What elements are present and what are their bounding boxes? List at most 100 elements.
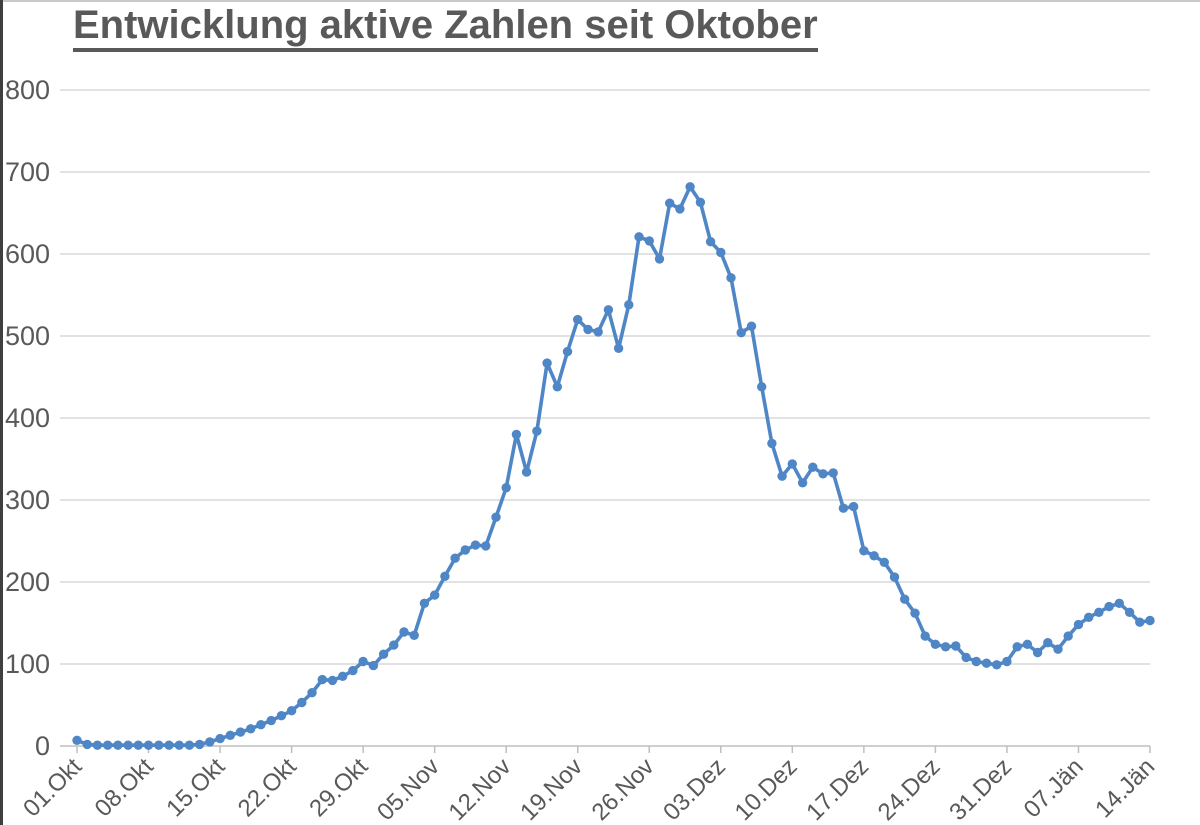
data-point-marker: [981, 658, 992, 668]
data-point-marker: [103, 740, 113, 750]
y-axis-label: 0: [35, 731, 50, 761]
data-point-marker: [297, 697, 307, 708]
data-point-marker: [82, 739, 92, 750]
data-point-marker: [532, 426, 542, 436]
data-point-marker: [879, 557, 889, 567]
data-point-marker: [276, 711, 287, 721]
data-point-marker: [348, 665, 358, 676]
y-axis-label: 700: [5, 157, 50, 187]
x-axis-label: 19.Nov: [515, 753, 588, 825]
data-point-marker: [266, 715, 276, 726]
data-point-marker: [1124, 607, 1135, 617]
data-point-marker: [133, 740, 143, 750]
data-point-marker: [419, 598, 430, 608]
data-point-marker: [787, 459, 797, 469]
data-point-marker: [1043, 638, 1053, 648]
data-point-marker: [777, 471, 787, 481]
data-point-marker: [246, 724, 256, 734]
data-point-marker: [123, 740, 133, 750]
data-point-marker: [1073, 619, 1084, 630]
y-axis-label: 500: [5, 321, 50, 351]
x-axis-label: 03.Dez: [658, 753, 731, 825]
data-point-marker: [481, 541, 491, 551]
data-point-marker: [910, 608, 920, 618]
data-point-marker: [440, 571, 450, 581]
x-axis-label: 10.Dez: [730, 753, 803, 825]
data-point-marker: [184, 740, 195, 750]
data-point-marker: [859, 546, 869, 556]
y-axis-label: 800: [5, 75, 50, 105]
data-point-marker: [205, 737, 215, 747]
data-point-marker: [327, 675, 338, 686]
data-point-marker: [389, 640, 399, 650]
y-axis-label: 100: [5, 649, 50, 679]
data-point-marker: [757, 382, 767, 392]
data-point-marker: [1135, 617, 1145, 627]
data-point-marker: [797, 478, 808, 488]
data-point-marker: [552, 382, 562, 392]
data-point-marker: [961, 652, 971, 663]
window-border-left: [0, 0, 3, 825]
data-point-marker: [521, 467, 532, 477]
data-point-marker: [154, 740, 164, 750]
x-axis-label: 07.Jän: [1019, 753, 1089, 823]
x-axis-label: 31.Dez: [944, 753, 1017, 825]
data-point-marker: [603, 305, 614, 315]
data-point-marker: [889, 572, 900, 582]
data-point-marker: [409, 630, 419, 640]
data-point-marker: [143, 740, 154, 750]
data-point-marker: [72, 735, 82, 745]
y-axis-label: 600: [5, 239, 50, 269]
data-point-marker: [726, 273, 736, 283]
data-point-marker: [951, 641, 961, 651]
data-point-marker: [624, 300, 634, 310]
data-point-marker: [705, 237, 716, 247]
data-point-marker: [869, 551, 879, 561]
data-point-marker: [695, 197, 706, 207]
data-point-marker: [317, 674, 327, 685]
x-axis-label: 01.Okt: [18, 753, 87, 822]
x-axis-label: 17.Dez: [801, 753, 874, 825]
data-point-marker: [644, 236, 654, 246]
x-axis-label: 29.Okt: [304, 753, 373, 822]
data-point-marker: [992, 660, 1002, 670]
data-point-marker: [286, 706, 297, 716]
data-point-marker: [235, 727, 246, 737]
data-series-line: [75, 185, 1152, 748]
data-point-marker: [491, 512, 501, 522]
data-point-marker: [378, 649, 389, 659]
data-point-marker: [573, 314, 583, 325]
x-axis-label: 24.Dez: [873, 753, 946, 825]
data-point-marker: [1094, 607, 1104, 617]
data-point-marker: [470, 540, 481, 550]
data-point-marker: [675, 204, 685, 214]
data-point-marker: [1063, 631, 1073, 641]
data-point-marker: [460, 545, 470, 555]
data-point-marker: [746, 321, 757, 331]
x-axis-label: 12.Nov: [444, 753, 517, 825]
data-point-marker: [256, 720, 266, 730]
data-point-marker: [613, 343, 624, 353]
data-point-marker: [1053, 644, 1063, 654]
data-point-marker: [542, 358, 552, 368]
data-point-marker: [215, 733, 225, 744]
data-point-marker: [501, 483, 511, 493]
data-point-marker: [1104, 601, 1114, 612]
data-point-marker: [930, 639, 941, 649]
y-axis-label: 400: [5, 403, 50, 433]
data-point-marker: [430, 590, 440, 600]
data-point-marker: [368, 660, 379, 671]
data-point-marker: [848, 501, 859, 512]
data-point-marker: [940, 642, 951, 652]
x-axis-label: 22.Okt: [233, 753, 302, 822]
data-point-marker: [665, 198, 675, 208]
data-point-marker: [174, 740, 184, 750]
data-point-marker: [818, 469, 828, 479]
x-axis-label: 15.Okt: [161, 753, 230, 822]
data-point-marker: [838, 503, 849, 513]
data-point-marker: [583, 324, 593, 335]
x-axis-label: 08.Okt: [90, 753, 159, 822]
data-point-marker: [164, 740, 174, 750]
x-axis-label: 05.Nov: [372, 753, 445, 825]
